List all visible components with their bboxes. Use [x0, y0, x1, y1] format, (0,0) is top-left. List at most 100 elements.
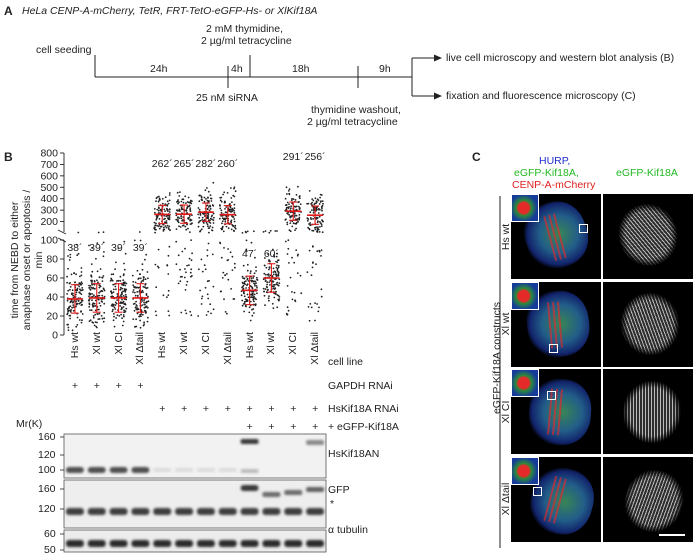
data-point [189, 207, 192, 209]
data-point [292, 198, 295, 200]
data-point [190, 268, 193, 271]
mr-label: Mr(K) [16, 418, 43, 430]
data-point [121, 293, 123, 296]
data-point [190, 259, 193, 262]
data-point [190, 219, 193, 221]
data-point [99, 304, 102, 307]
data-point [241, 286, 243, 289]
legend-cenp: CENP-A-mCherry [512, 179, 596, 191]
data-point [162, 228, 165, 231]
data-point [220, 200, 223, 203]
data-point [317, 310, 320, 313]
data-point [207, 242, 210, 245]
data-point [272, 248, 274, 251]
median-label: 256´ [305, 151, 326, 163]
data-point [67, 267, 69, 270]
data-point [288, 203, 290, 205]
data-point [307, 306, 310, 308]
data-point [295, 194, 298, 196]
data-point [320, 206, 323, 209]
data-point [158, 195, 160, 198]
data-point [180, 217, 183, 220]
data-point [221, 217, 224, 219]
data-point [306, 217, 309, 219]
data-point [98, 276, 101, 279]
data-point [91, 247, 93, 249]
data-point [234, 224, 237, 227]
data-point [310, 274, 313, 277]
band [153, 540, 172, 547]
data-point [176, 191, 179, 194]
data-point [241, 299, 244, 302]
band [131, 540, 150, 547]
data-point [226, 192, 229, 194]
data-point [206, 223, 209, 226]
data-point [102, 255, 105, 258]
egfp-micrograph [603, 369, 693, 454]
band [65, 508, 84, 515]
data-point [167, 294, 170, 296]
blot3-tick-50: 50 [44, 544, 56, 556]
data-point [81, 299, 84, 302]
data-point [290, 205, 292, 208]
data-point [222, 218, 225, 221]
data-point [306, 202, 308, 205]
data-point [120, 302, 123, 304]
data-point [178, 217, 181, 219]
data-point [98, 291, 100, 294]
data-point [320, 255, 322, 257]
data-point [233, 210, 236, 212]
data-point [250, 277, 253, 280]
data-point [153, 226, 156, 229]
data-point [141, 300, 144, 302]
data-point [94, 321, 97, 323]
data-point [180, 311, 183, 314]
data-point [207, 225, 209, 228]
data-point [275, 260, 277, 263]
blot2-label: GFP [328, 484, 350, 496]
data-point [70, 292, 73, 295]
data-point [226, 312, 228, 315]
data-point [112, 291, 115, 293]
data-point [69, 256, 72, 259]
data-point [272, 307, 275, 310]
data-point [284, 240, 287, 243]
data-point [73, 272, 76, 275]
data-point [277, 294, 280, 297]
data-point [166, 296, 168, 298]
data-point [101, 294, 104, 297]
data-point [308, 190, 311, 192]
data-point [199, 289, 202, 292]
data-point [156, 196, 159, 198]
category-label: Xl CI [199, 332, 212, 355]
data-point [138, 273, 141, 276]
data-point [288, 229, 291, 232]
data-point [181, 250, 184, 253]
data-point [88, 302, 91, 305]
category-label: Xl Δtail [134, 332, 147, 365]
data-point [160, 225, 163, 228]
data-point [264, 304, 266, 307]
data-point [69, 286, 72, 288]
data-point [205, 221, 208, 224]
data-point [290, 207, 292, 210]
data-point [103, 317, 106, 320]
data-point [100, 315, 103, 317]
data-point [233, 203, 236, 206]
data-point [143, 276, 145, 279]
data-point [101, 276, 104, 279]
data-point [314, 228, 317, 231]
data-point [298, 195, 301, 198]
data-point [275, 290, 277, 293]
data-point [155, 197, 158, 200]
data-point [189, 202, 192, 204]
data-point [266, 286, 268, 289]
data-point [264, 230, 267, 232]
data-point [231, 210, 233, 213]
data-point [312, 217, 314, 220]
plus-sign: + [290, 403, 297, 415]
band [175, 540, 194, 547]
band [109, 540, 128, 547]
data-point [92, 286, 94, 289]
data-point [91, 281, 93, 283]
